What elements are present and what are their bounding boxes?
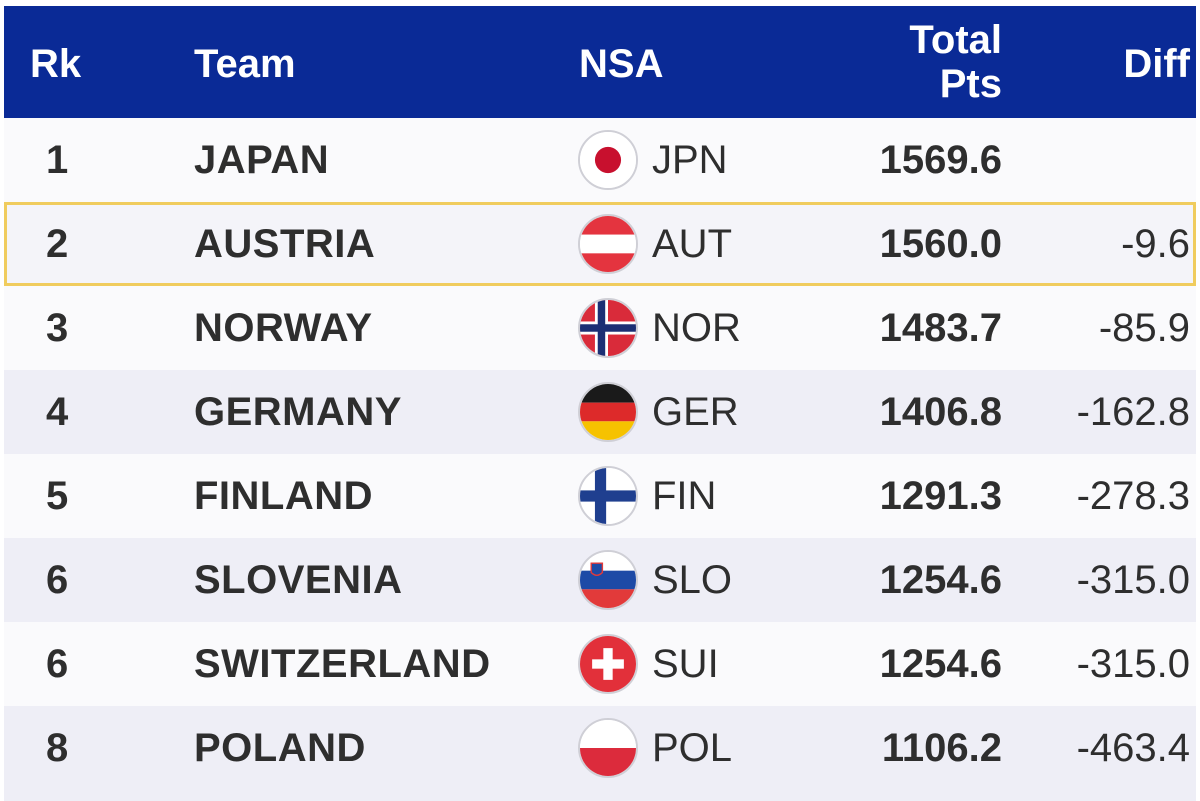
team-cell[interactable]: GERMANY: [194, 390, 402, 434]
points-cell: 1560.0: [879, 222, 1002, 266]
finland-flag-icon: [578, 466, 638, 526]
nsa-cell: SLO: [652, 558, 733, 602]
rank-cell: 6: [46, 642, 69, 686]
points-cell: 1254.6: [879, 642, 1002, 686]
header-team[interactable]: Team: [194, 42, 296, 86]
header-diff[interactable]: Diff: [1123, 42, 1190, 86]
rank-cell: 4: [46, 390, 69, 434]
table-row[interactable]: 5 FINLAND FIN 1291.3 -278.3: [4, 454, 1196, 538]
table-row[interactable]: 3 NORWAY NOR 1483.7 -85.9: [4, 286, 1196, 370]
header-nsa[interactable]: NSA: [579, 42, 664, 86]
team-cell[interactable]: NORWAY: [194, 306, 373, 350]
nsa-cell: NOR: [652, 306, 741, 350]
rank-cell: 3: [46, 306, 69, 350]
header-total-line1: Total: [909, 18, 1002, 62]
nsa-cell: FIN: [652, 474, 717, 518]
table-row[interactable]: 2 AUSTRIA AUT 1560.0 -9.6: [4, 202, 1196, 286]
points-cell: 1483.7: [879, 306, 1002, 350]
diff-cell: -278.3: [1076, 474, 1190, 518]
header-total-line2: Pts: [939, 62, 1002, 106]
nsa-cell: GER: [652, 390, 739, 434]
diff-cell: -315.0: [1076, 642, 1190, 686]
header-rank[interactable]: Rk: [30, 42, 82, 86]
table-row[interactable]: 6 SLOVENIA SLO 1254.6 -315.0: [4, 538, 1196, 622]
diff-cell: -9.6: [1121, 222, 1190, 266]
diff-cell: -315.0: [1076, 558, 1190, 602]
results-table: Rk Team NSA Total Pts Diff 1 JAPAN JPN 1…: [4, 6, 1196, 790]
germany-flag-icon: [578, 382, 638, 442]
table-row[interactable]: 8 POLAND POL 1106.2 -463.4: [4, 706, 1196, 790]
team-cell[interactable]: JAPAN: [194, 138, 330, 182]
points-cell: 1254.6: [879, 558, 1002, 602]
team-cell[interactable]: AUSTRIA: [194, 222, 376, 266]
team-cell[interactable]: FINLAND: [194, 474, 374, 518]
table-row[interactable]: 4 GERMANY GER 1406.8 -162.8: [4, 370, 1196, 454]
header-total-pts[interactable]: Total Pts: [909, 18, 1002, 106]
rank-cell: 8: [46, 726, 69, 770]
nsa-cell: POL: [652, 726, 733, 770]
austria-flag-icon: [578, 214, 638, 274]
rank-cell: 5: [46, 474, 69, 518]
points-cell: 1569.6: [879, 138, 1002, 182]
diff-cell: -463.4: [1076, 726, 1190, 770]
norway-flag-icon: [578, 298, 638, 358]
nsa-cell: AUT: [652, 222, 732, 266]
team-cell[interactable]: SWITZERLAND: [194, 642, 491, 686]
points-cell: 1406.8: [879, 390, 1002, 434]
points-cell: 1106.2: [881, 726, 1002, 770]
team-cell[interactable]: POLAND: [194, 726, 366, 770]
switzerland-flag-icon: [578, 634, 638, 694]
table-row[interactable]: 6 SWITZERLAND SUI 1254.6 -315.0: [4, 622, 1196, 706]
nsa-cell: SUI: [652, 642, 719, 686]
team-cell[interactable]: SLOVENIA: [194, 558, 403, 602]
rank-cell: 1: [46, 138, 69, 182]
table-header: Rk Team NSA Total Pts Diff: [4, 6, 1196, 118]
rank-cell: 2: [46, 222, 69, 266]
nsa-cell: JPN: [652, 138, 728, 182]
poland-flag-icon: [578, 718, 638, 778]
table-bottom-edge: [4, 790, 1196, 801]
rank-cell: 6: [46, 558, 69, 602]
table-row[interactable]: 1 JAPAN JPN 1569.6: [4, 118, 1196, 202]
points-cell: 1291.3: [879, 474, 1002, 518]
diff-cell: -162.8: [1076, 390, 1190, 434]
diff-cell: -85.9: [1098, 306, 1190, 350]
slovenia-flag-icon: [578, 550, 638, 610]
japan-flag-icon: [578, 130, 638, 190]
